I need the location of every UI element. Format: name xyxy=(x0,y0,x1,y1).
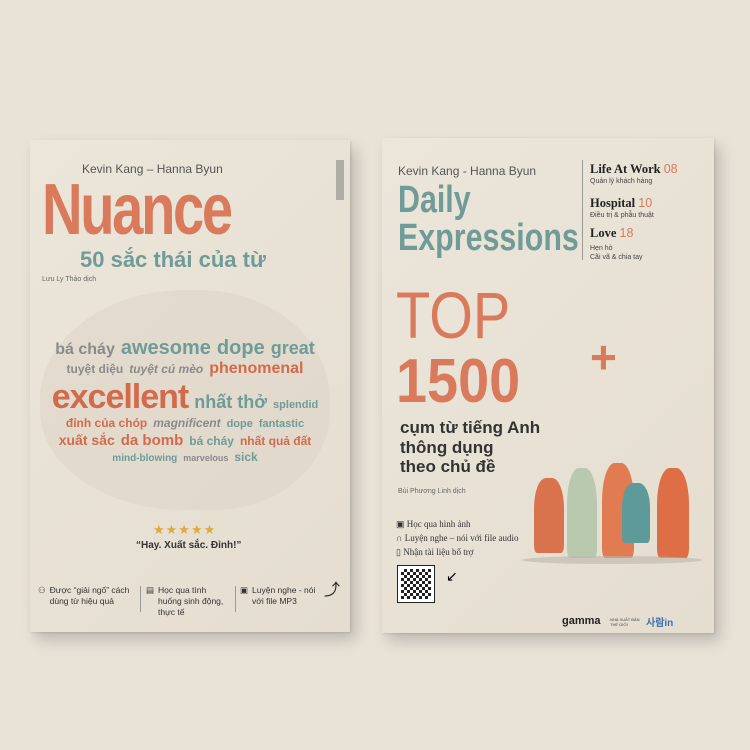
title-line-1: Daily xyxy=(398,179,471,221)
topic-sub: Hẹn hò xyxy=(590,245,613,253)
book-cover-daily-expressions: Kevin Kang - Hanna Byun Daily Expression… xyxy=(382,138,714,633)
cloud-word: awesome xyxy=(120,336,211,359)
plus-sign: + xyxy=(590,331,617,383)
person-book-icon: ⚇ xyxy=(38,585,46,595)
cloud-word: great xyxy=(270,337,315,358)
top-label: TOP xyxy=(396,278,511,352)
divider xyxy=(582,160,583,260)
feature-list: ▣ Học qua hình ảnh ∩ Luyện nghe – nói vớ… xyxy=(396,518,519,560)
cloud-word: tuyệt diệu xyxy=(66,361,124,376)
publisher-thegioi-logo: NHÀ XUẤT BẢN THẾ GIỚI xyxy=(610,617,640,627)
cloud-word: bá cháy xyxy=(55,340,115,358)
cloud-word: splendid xyxy=(273,398,319,411)
book-cover-nuance: Kevin Kang – Hanna Byun Nuance 50 sắc th… xyxy=(30,140,350,632)
arrow-icon: ↙ xyxy=(446,568,458,584)
image-icon: ▣ xyxy=(396,519,407,529)
topic-hospital: Hospital 10 xyxy=(590,196,653,211)
publisher-logo-spine xyxy=(336,160,344,200)
cloud-word: excellent xyxy=(51,377,190,416)
topics-list: Life At Work 08 Quản lý khách hàng Hospi… xyxy=(590,162,678,262)
divider xyxy=(140,586,141,612)
topic-sub: Quản lý khách hàng xyxy=(590,178,653,185)
audio-file-icon: ▣ xyxy=(240,585,249,595)
illustration-people-walking xyxy=(522,438,702,568)
cloud-word: da bomb xyxy=(120,431,184,449)
feature-item: ▣ Học qua hình ảnh xyxy=(396,519,471,529)
feature-item: ∩ Luyện nghe – nói với file audio xyxy=(396,532,519,543)
rating-stars: ★★★★★ xyxy=(153,522,217,537)
cloud-word: sick xyxy=(234,449,258,464)
cloud-word: phenomenal xyxy=(209,359,304,377)
document-icon: ▯ xyxy=(396,546,404,557)
cloud-word: bá cháy xyxy=(189,433,234,448)
publisher-gamma-logo: gamma xyxy=(562,615,601,627)
topic-sub: Điều trị & phẫu thuật xyxy=(590,212,654,220)
cloud-word: nhất thở xyxy=(194,391,268,412)
cloud-word: nhất quả đất xyxy=(239,433,312,448)
word-cloud-bubble xyxy=(40,290,330,510)
tagline: cụm từ tiếng Anh thông dụng theo chủ đề xyxy=(400,418,541,477)
translator: Bùi Phương Linh dịch xyxy=(398,488,466,495)
cloud-word: magnificent xyxy=(153,416,221,431)
cloud-word: tuyệt cú mèo xyxy=(129,361,204,376)
cloud-word: fantastic xyxy=(258,418,305,431)
translator: Lưu Ly Thảo dịch xyxy=(42,276,97,283)
publisher-saramin-logo: 사람in xyxy=(646,618,674,629)
phrase-count: 1500 xyxy=(396,347,521,416)
topic-sub: Cãi vã & chia tay xyxy=(590,254,643,262)
cloud-word: dope xyxy=(226,418,253,431)
arrow-icon: ⤴ xyxy=(324,582,341,599)
book-title: Nuance xyxy=(42,170,233,250)
cloud-word: marvelous xyxy=(183,452,229,463)
feature-item: ▯ Nhận tài liệu bổ trợ xyxy=(396,546,474,557)
authors: Kevin Kang – Hanna Byun xyxy=(82,162,223,176)
feature-item: ▣ Luyện nghe - nói với file MP3 xyxy=(240,585,316,607)
cloud-word: xuất sắc xyxy=(58,431,115,448)
divider xyxy=(235,586,236,612)
title-line-2: Expressions xyxy=(398,217,579,259)
topic-life-at-work: Life At Work 08 xyxy=(590,162,678,176)
feature-item: ⚇ Được “giải ngố” cách dùng từ hiệu quả xyxy=(38,585,130,607)
feature-item: ▤ Học qua tình huống sinh động, thực tế xyxy=(146,585,224,618)
cloud-word: dope xyxy=(216,336,265,359)
book-subtitle: 50 sắc thái của từ xyxy=(80,247,266,272)
authors: Kevin Kang - Hanna Byun xyxy=(398,164,537,178)
word-cloud: bá cháy awesome dope great tuyệt diệu tu… xyxy=(48,296,322,506)
book-icon: ▤ xyxy=(146,585,155,595)
cloud-word: đỉnh của chóp xyxy=(65,416,148,431)
review-quote: “Hay. Xuất sắc. Đỉnh!” xyxy=(136,540,242,551)
cloud-word: mind-blowing xyxy=(112,452,178,464)
qr-code[interactable] xyxy=(397,565,435,603)
headphones-icon: ∩ xyxy=(396,532,405,543)
topic-love: Love 18 xyxy=(590,226,634,241)
